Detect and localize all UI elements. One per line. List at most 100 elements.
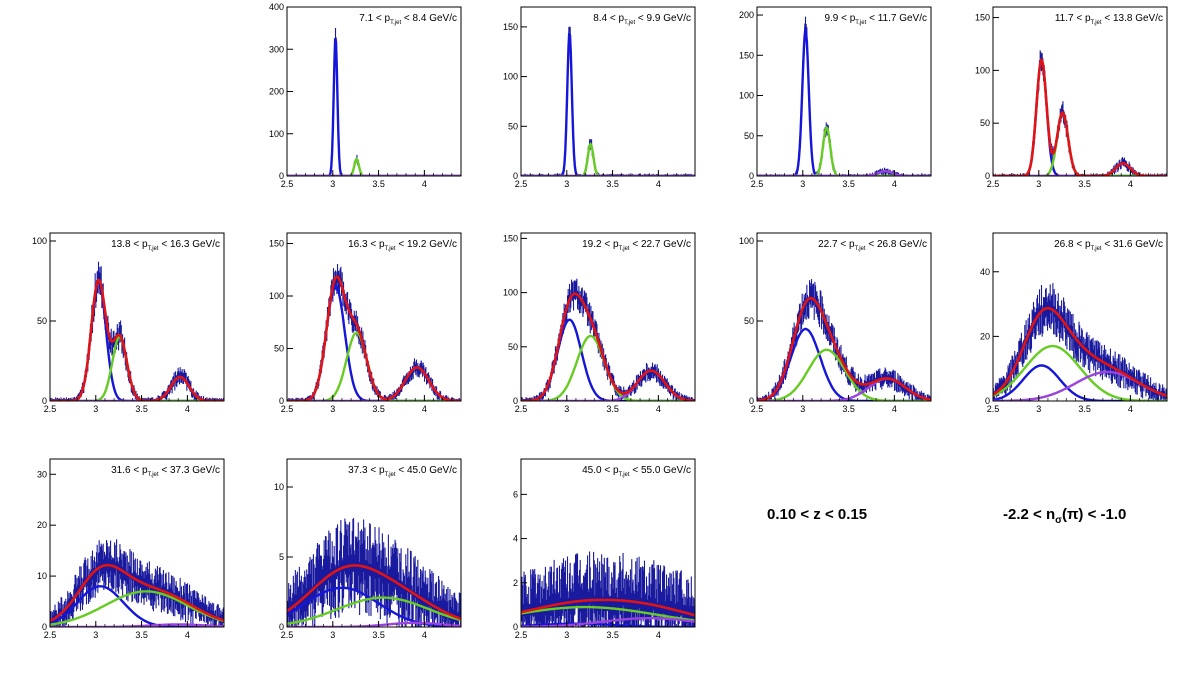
x-axis: 2.5 3 3.5 4 [515, 170, 696, 189]
fit-curve-peak1 [993, 364, 1167, 401]
fit-curve-peak3 [287, 621, 461, 627]
y-tick-label: 0 [985, 171, 990, 181]
fit-curve-peak2 [993, 111, 1167, 176]
fit-curve-peak3 [521, 617, 695, 627]
y-tick-label: 150 [269, 239, 284, 249]
y-tick-label: 0 [985, 396, 990, 406]
y-tick-label: 40 [980, 267, 990, 277]
y-axis: 0 50 100 150 [503, 233, 527, 406]
x-tick-label: 3 [330, 179, 335, 189]
x-tick-label: 4 [422, 404, 427, 414]
y-tick-label: 100 [269, 129, 284, 139]
x-tick-label: 4 [1128, 179, 1133, 189]
y-tick-label: 50 [37, 316, 47, 326]
y-tick-label: 0 [513, 396, 518, 406]
plot-frame [286, 458, 462, 628]
x-tick-label: 2.5 [44, 630, 57, 640]
y-axis: 0 10 20 30 [37, 469, 56, 632]
y-tick-label: 150 [503, 22, 518, 32]
plot-frame [286, 232, 462, 402]
x-tick-label: 4 [1128, 404, 1133, 414]
y-tick-label: 150 [503, 233, 518, 243]
fit-curve-total [287, 275, 461, 401]
y-axis: 0 50 100 150 [975, 13, 999, 181]
plot-panel: 2.5 3 3.5 4 0 5 10 37.3 < pT,jet < 45.0 GeV/c [274, 458, 462, 640]
y-tick-label: 50 [508, 342, 518, 352]
nsigma-post: (π) < -1.0 [1061, 506, 1127, 523]
x-tick-label: 3 [330, 630, 335, 640]
y-axis: 0 50 100 150 [269, 239, 293, 406]
x-tick-label: 3 [1036, 179, 1041, 189]
plot-panel: 2.5 3 3.5 4 0 50 100 22.7 < pT,jet < 26.8 GeV/c [739, 232, 932, 414]
y-tick-label: 20 [980, 331, 990, 341]
plot-frame [520, 458, 696, 628]
y-axis: 0 2 4 6 [513, 489, 527, 632]
x-tick-label: 4 [892, 404, 897, 414]
plot-frame [756, 6, 932, 177]
pt-bin-label: 22.7 < pT,jet < 26.8 GeV/c [818, 239, 927, 252]
y-axis: 0 100 200 300 400 [269, 2, 293, 181]
fit-curve-peak3 [50, 623, 224, 627]
data-points [757, 16, 931, 176]
x-axis: 2.5 3 3.5 4 [44, 621, 225, 640]
fit-curve-total [50, 278, 224, 401]
data-points [521, 26, 695, 176]
x-tick-label: 3 [564, 179, 569, 189]
y-tick-label: 100 [503, 72, 518, 82]
plot-panel: 2.5 3 3.5 4 0 50 100 150 200 9.9 < pT,jet < 11.7 … [739, 6, 932, 189]
plot-frame [520, 6, 696, 177]
fit-curve-total [521, 292, 695, 401]
fit-curve-peak2 [757, 125, 931, 176]
y-tick-label: 50 [980, 118, 990, 128]
plot-panel: 2.5 3 3.5 4 0 50 100 150 11.7 < pT,jet < 13.8 Ge… [975, 6, 1168, 189]
x-axis: 2.5 3 3.5 4 [987, 395, 1168, 414]
data-points [50, 261, 224, 401]
fit-curve-peak2 [521, 605, 695, 622]
x-tick-label: 3.5 [606, 630, 619, 640]
x-axis: 2.5 3 3.5 4 [281, 621, 462, 640]
fit-curve-total [521, 598, 695, 617]
plot-panel: 2.5 3 3.5 4 0 50 100 150 19.2 < pT,jet < 22.7 Ge… [503, 232, 696, 414]
y-tick-label: 0 [749, 396, 754, 406]
x-tick-label: 2.5 [281, 630, 294, 640]
nsigma-pre: -2.2 < n [1003, 506, 1056, 523]
fit-curve-peak3 [757, 170, 931, 176]
x-tick-label: 3.5 [135, 630, 148, 640]
plot-frame [286, 6, 462, 177]
y-tick-label: 30 [37, 469, 47, 479]
plot-frame [49, 232, 225, 402]
y-axis: 0 50 100 [32, 236, 56, 406]
nsigma-sub: σ [1055, 515, 1062, 526]
y-tick-label: 6 [513, 489, 518, 499]
x-tick-label: 4 [892, 179, 897, 189]
fit-curve-peak1 [757, 26, 931, 176]
y-tick-label: 100 [975, 65, 990, 75]
y-axis: 0 50 100 150 200 [739, 10, 763, 181]
y-tick-label: 50 [508, 121, 518, 131]
x-tick-label: 3.5 [135, 404, 148, 414]
x-tick-label: 4 [656, 179, 661, 189]
plot-frame [992, 6, 1168, 177]
pt-bin-label: 45.0 < pT,jet < 55.0 GeV/c [582, 465, 691, 478]
x-axis: 2.5 3 3.5 4 [515, 395, 696, 414]
y-tick-label: 100 [739, 91, 754, 101]
x-tick-label: 2.5 [987, 404, 1000, 414]
y-tick-label: 150 [739, 50, 754, 60]
x-tick-label: 3 [93, 630, 98, 640]
x-axis: 2.5 3 3.5 4 [44, 395, 225, 414]
x-tick-label: 2.5 [987, 179, 1000, 189]
data-points [993, 50, 1167, 176]
y-axis: 0 50 100 150 [503, 22, 527, 181]
data-points [757, 279, 931, 401]
plot-panel: 2.5 3 3.5 4 0 2 4 6 45.0 < pT,jet < 55.0 GeV/c [513, 458, 696, 640]
plot-frame [992, 232, 1168, 402]
data-points [287, 28, 461, 176]
x-tick-label: 4 [185, 404, 190, 414]
y-tick-label: 0 [42, 622, 47, 632]
y-axis: 0 50 100 [739, 236, 763, 406]
y-tick-label: 0 [749, 171, 754, 181]
x-tick-label: 4 [422, 179, 427, 189]
y-tick-label: 100 [269, 291, 284, 301]
fit-curve-total [757, 296, 931, 401]
x-tick-label: 2.5 [281, 179, 294, 189]
